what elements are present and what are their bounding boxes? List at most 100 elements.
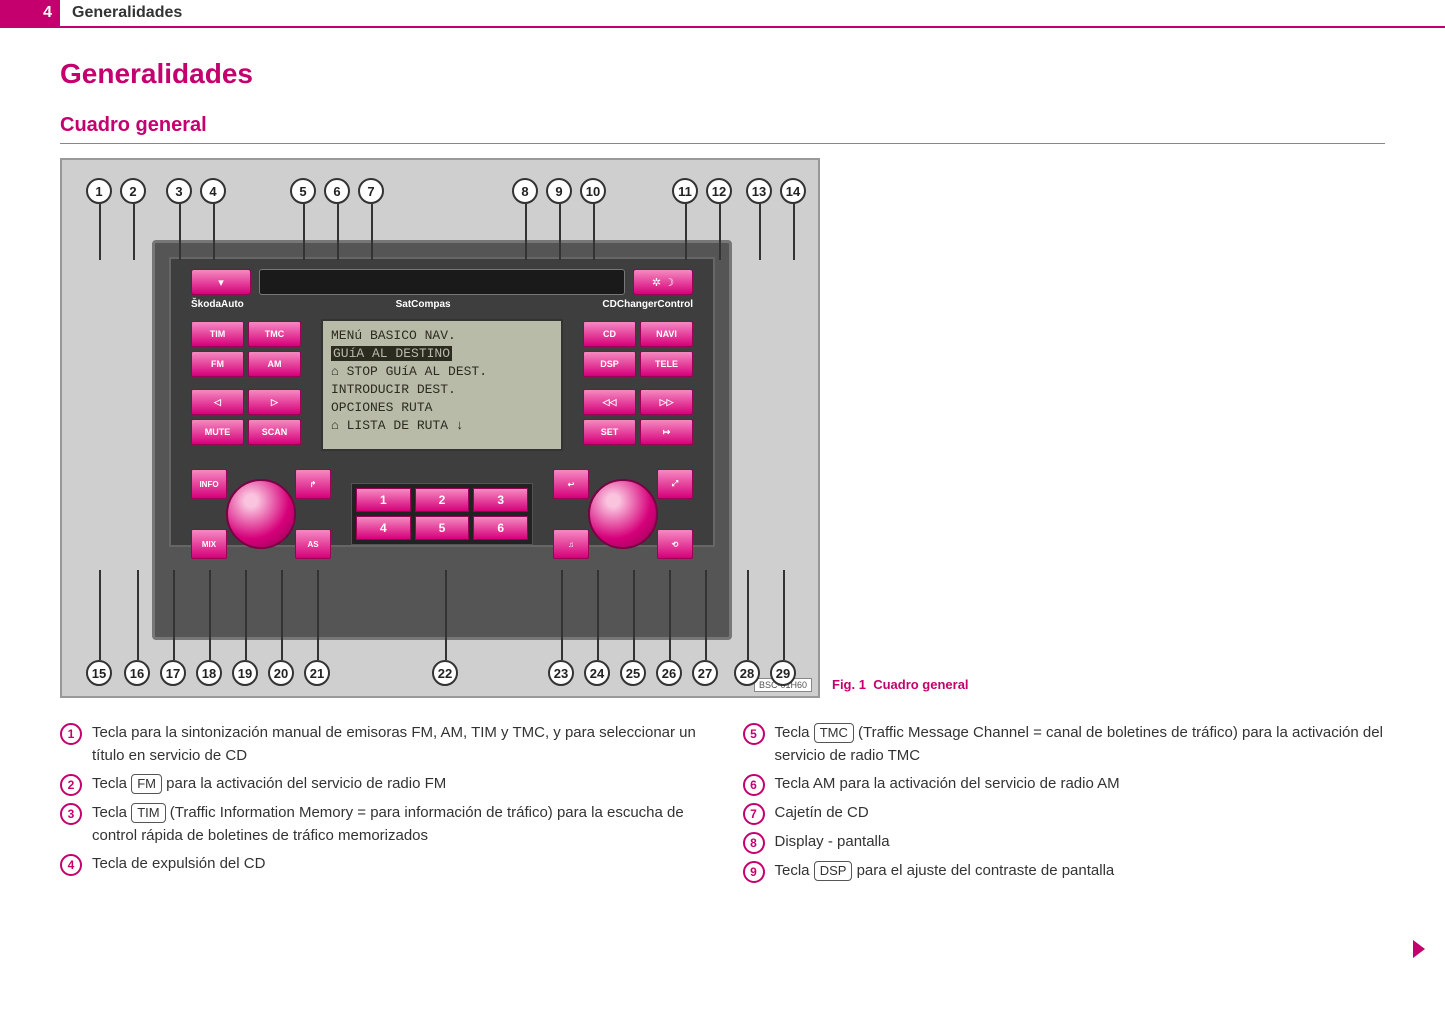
callout-7: 7 xyxy=(358,178,384,204)
callout-line xyxy=(719,204,721,260)
volume-knob xyxy=(226,479,296,549)
callout-22: 22 xyxy=(432,660,458,686)
callout-line xyxy=(559,204,561,260)
route-button: ↱ xyxy=(295,469,331,499)
callout-line xyxy=(747,570,749,660)
legend-item-8: 8Display - pantalla xyxy=(743,831,1386,854)
callout-5: 5 xyxy=(290,178,316,204)
callout-line xyxy=(525,204,527,260)
legend-column-left: 1Tecla para la sintonización manual de e… xyxy=(60,722,703,889)
button-group-source-left: TIMTMCFMAM xyxy=(191,321,301,377)
figure-caption: Fig. 1 Cuadro general xyxy=(832,677,969,692)
page-number: 4 xyxy=(0,0,60,27)
callout-line xyxy=(783,570,785,660)
callout-line xyxy=(371,204,373,260)
button-group-nav-left: ◁▷MUTESCAN xyxy=(191,389,301,445)
lcd-line-6: ⌂ LISTA DE RUTA ↓ xyxy=(331,417,553,435)
nav-set-button: SET xyxy=(583,419,636,445)
callout-28: 28 xyxy=(734,660,760,686)
src-tim-button: TIM xyxy=(191,321,244,347)
callout-line xyxy=(317,570,319,660)
callout-16: 16 xyxy=(124,660,150,686)
preset-4-button: 4 xyxy=(356,516,411,540)
callout-27: 27 xyxy=(692,660,718,686)
legend-item-5: 5Tecla TMC (Traffic Message Channel = ca… xyxy=(743,722,1386,767)
callout-line xyxy=(561,570,563,660)
callout-20: 20 xyxy=(268,660,294,686)
legend-item-number: 5 xyxy=(743,723,765,745)
lcd-line-5: OPCIONES RUTA xyxy=(331,399,553,417)
callout-line xyxy=(303,204,305,260)
legend-item-9: 9 Tecla DSP para el ajuste del contraste … xyxy=(743,860,1386,883)
callout-line xyxy=(685,204,687,260)
callout-9: 9 xyxy=(546,178,572,204)
nav-mute-button: MUTE xyxy=(191,419,244,445)
radio-facia: ▾ ✲ ☽ ŠkodaAuto SatCompas CDChangerContr… xyxy=(169,257,715,547)
music-button: ♫ xyxy=(553,529,589,559)
callout-18: 18 xyxy=(196,660,222,686)
nav-scan-button: SCAN xyxy=(248,419,301,445)
src-navi-button: NAVI xyxy=(640,321,693,347)
callout-line xyxy=(245,570,247,660)
callout-26: 26 xyxy=(656,660,682,686)
button-group-nav-right: ◁◁▷▷SET↦ xyxy=(583,389,693,445)
callout-25: 25 xyxy=(620,660,646,686)
figure-radio-overview: ▾ ✲ ☽ ŠkodaAuto SatCompas CDChangerContr… xyxy=(60,158,820,698)
legend-item-number: 9 xyxy=(743,861,765,883)
callout-21: 21 xyxy=(304,660,330,686)
nav--button: ↦ xyxy=(640,419,693,445)
preset-1-button: 1 xyxy=(356,488,411,512)
callout-11: 11 xyxy=(672,178,698,204)
callout-8: 8 xyxy=(512,178,538,204)
legend-item-3: 3 Tecla TIM (Traffic Information Memory =… xyxy=(60,802,703,847)
src-cd-button: CD xyxy=(583,321,636,347)
volume-knob-area: INFO ↱ MIX AS xyxy=(191,469,331,559)
legend-item-text: Tecla DSP para el ajuste del contraste d… xyxy=(775,860,1386,883)
src-am-button: AM xyxy=(248,351,301,377)
menu-knob xyxy=(588,479,658,549)
button-group-source-right: CDNAVIDSPTELE xyxy=(583,321,693,377)
callout-line xyxy=(445,570,447,660)
callout-29: 29 xyxy=(770,660,796,686)
as-button: AS xyxy=(295,529,331,559)
callout-10: 10 xyxy=(580,178,606,204)
callout-line xyxy=(213,204,215,260)
cd-slot-row: ▾ ✲ ☽ xyxy=(191,269,693,295)
src-dsp-button: DSP xyxy=(583,351,636,377)
legend-item-text: Tecla FM para la activación del servicio… xyxy=(92,773,703,796)
callout-line xyxy=(99,204,101,260)
callout-6: 6 xyxy=(324,178,350,204)
legend-item-text: Tecla TIM (Traffic Information Memory = … xyxy=(92,802,703,847)
lcd-line-4: INTRODUCIR DEST. xyxy=(331,381,553,399)
legend-item-number: 3 xyxy=(60,803,82,825)
legend-item-number: 8 xyxy=(743,832,765,854)
mix-button: MIX xyxy=(191,529,227,559)
callout-line xyxy=(173,570,175,660)
repeat-button: ⟲ xyxy=(657,529,693,559)
lcd-line-1: MENú BASICO NAV. xyxy=(331,327,553,345)
callout-1: 1 xyxy=(86,178,112,204)
legend-item-4: 4Tecla de expulsión del CD xyxy=(60,853,703,876)
callout-14: 14 xyxy=(780,178,806,204)
nav--button: ◁ xyxy=(191,389,244,415)
nav--button: ▷ xyxy=(248,389,301,415)
brand-left: ŠkodaAuto xyxy=(191,299,244,310)
preset-2-button: 2 xyxy=(415,488,470,512)
continue-indicator-icon xyxy=(1413,940,1425,958)
page-header: 4 Generalidades xyxy=(0,0,1445,28)
callout-4: 4 xyxy=(200,178,226,204)
callout-line xyxy=(137,570,139,660)
callout-line xyxy=(633,570,635,660)
callout-23: 23 xyxy=(548,660,574,686)
brand-row: ŠkodaAuto SatCompas CDChangerControl xyxy=(191,299,693,310)
callout-line xyxy=(209,570,211,660)
expand-button: ⤢ xyxy=(657,469,693,499)
header-section-title: Generalidades xyxy=(60,4,182,22)
legend-item-text: Tecla AM para la activación del servicio… xyxy=(775,773,1386,796)
callout-24: 24 xyxy=(584,660,610,686)
callout-line xyxy=(133,204,135,260)
callout-19: 19 xyxy=(232,660,258,686)
callout-line xyxy=(705,570,707,660)
legend-item-1: 1Tecla para la sintonización manual de e… xyxy=(60,722,703,767)
callout-3: 3 xyxy=(166,178,192,204)
